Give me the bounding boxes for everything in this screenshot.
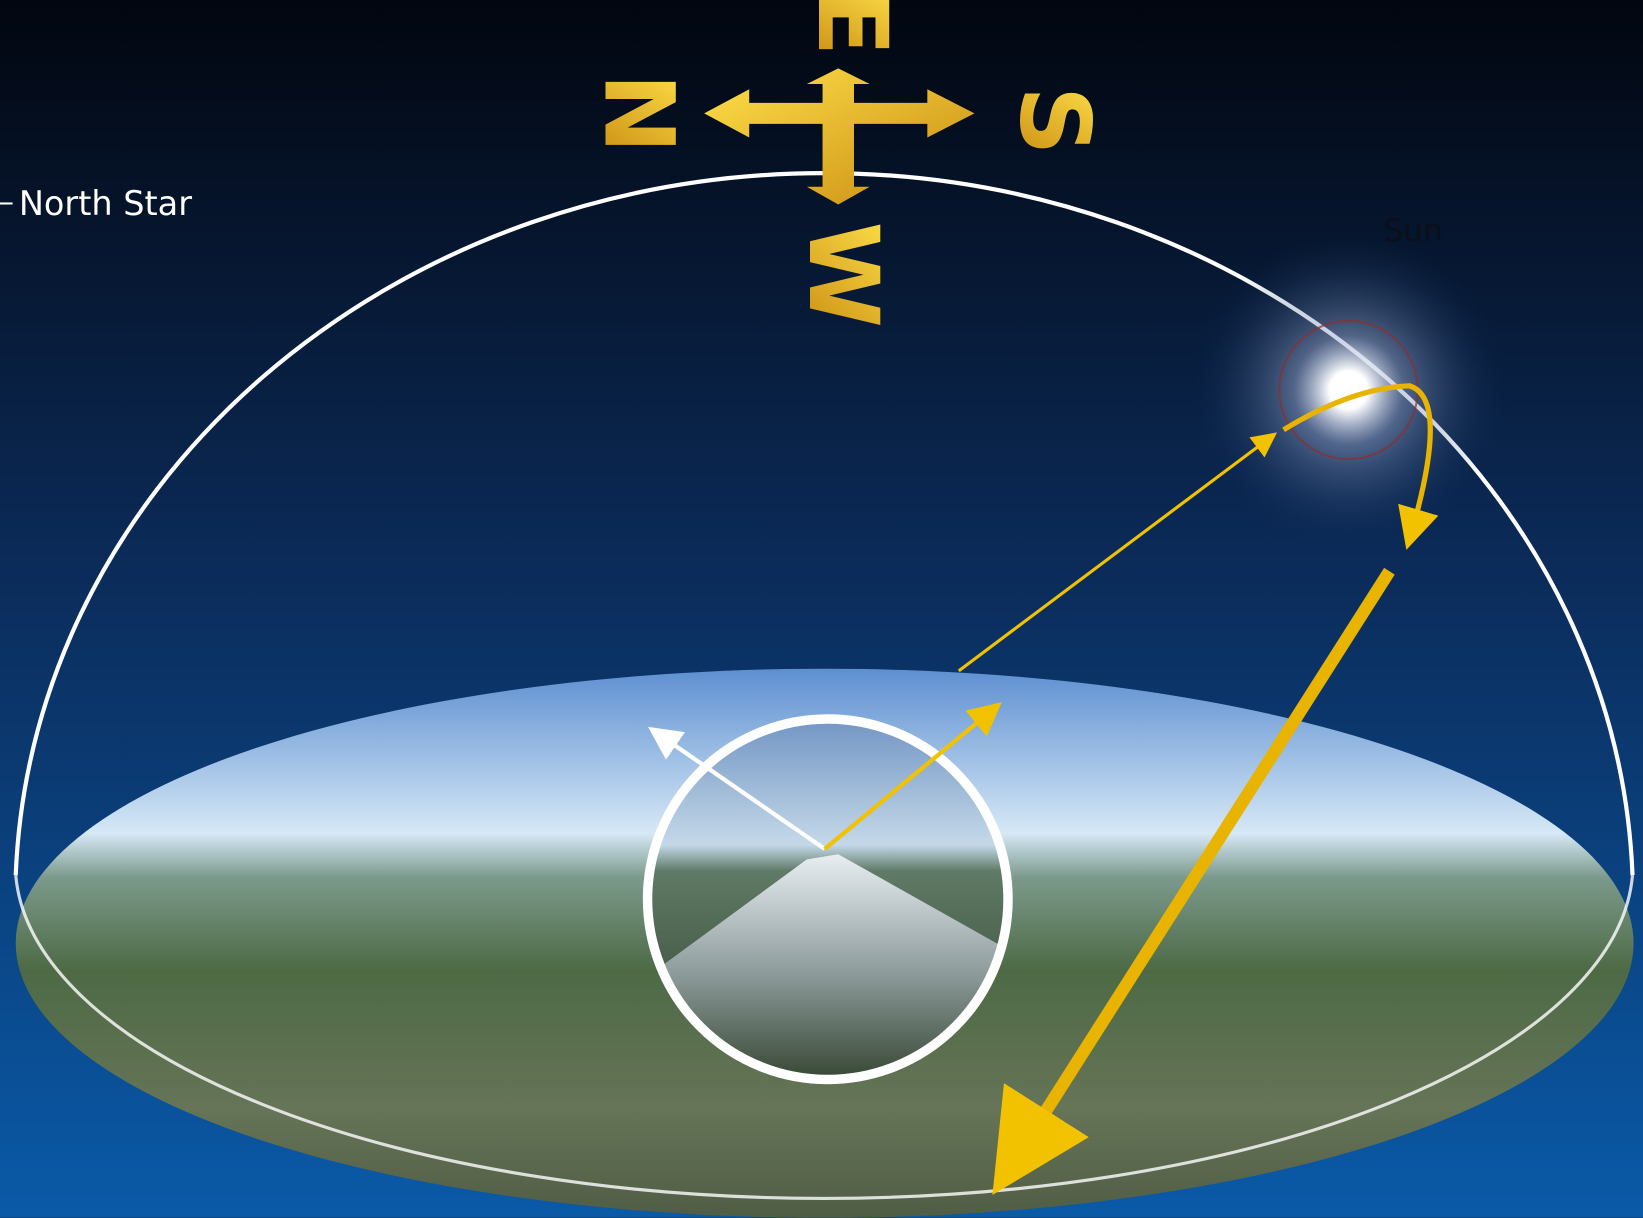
compass-w: W xyxy=(787,222,899,328)
compass-n: N xyxy=(582,73,694,154)
sun-label: Sun xyxy=(1383,213,1443,249)
compass-s: S xyxy=(998,86,1110,155)
page: N E S W North Star Sun (() => { const da… xyxy=(0,0,1643,1218)
diagram: N E S W North Star Sun xyxy=(0,0,1643,1218)
compass-e: E xyxy=(796,0,908,56)
north-star-label: North Star xyxy=(19,184,192,223)
